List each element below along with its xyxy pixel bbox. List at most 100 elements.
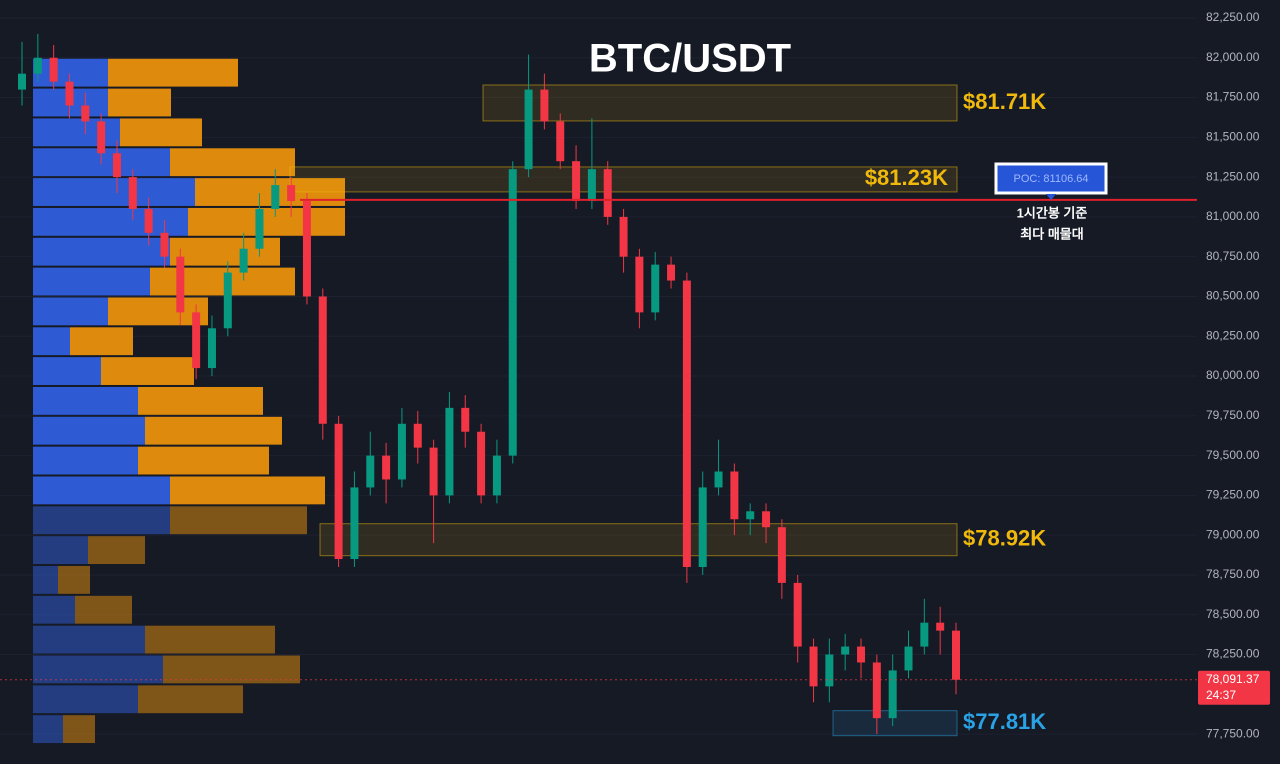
candle-body bbox=[477, 431, 486, 496]
price-zone bbox=[319, 523, 958, 557]
candle-body bbox=[287, 185, 296, 201]
candle-body bbox=[682, 280, 691, 567]
candle-body bbox=[160, 232, 169, 257]
profile-buy bbox=[33, 536, 88, 565]
zone-label: $77.81K bbox=[963, 709, 1046, 734]
y-tick-label: 80,750.00 bbox=[1206, 249, 1260, 263]
candle-body bbox=[397, 423, 406, 480]
candle-body bbox=[461, 407, 470, 432]
candle-body bbox=[952, 630, 960, 680]
y-tick-label: 82,000.00 bbox=[1206, 50, 1260, 64]
profile-sell bbox=[138, 446, 269, 475]
candle-body bbox=[350, 487, 359, 560]
y-tick-label: 79,500.00 bbox=[1206, 448, 1260, 462]
profile-buy bbox=[33, 386, 138, 415]
candle-body bbox=[572, 161, 581, 201]
candle-body bbox=[18, 73, 26, 90]
profile-buy bbox=[33, 715, 63, 744]
profile-buy bbox=[33, 625, 145, 654]
profile-buy bbox=[33, 595, 75, 624]
zone-label: $81.71K bbox=[963, 89, 1046, 114]
candle-body bbox=[809, 646, 818, 687]
candle-body bbox=[492, 455, 501, 496]
profile-sell bbox=[150, 267, 295, 296]
candle-body bbox=[587, 169, 596, 201]
candle-body bbox=[33, 57, 42, 74]
candle-body bbox=[698, 487, 707, 567]
candle-body bbox=[762, 511, 771, 528]
candle-body bbox=[556, 121, 565, 162]
candle-body bbox=[239, 248, 248, 273]
profile-sell bbox=[108, 297, 208, 326]
y-tick-label: 79,000.00 bbox=[1206, 527, 1260, 541]
candle-body bbox=[192, 312, 201, 369]
candle-body bbox=[872, 662, 881, 719]
poc-note: 최다 매물대 bbox=[1020, 226, 1083, 241]
y-tick-label: 81,250.00 bbox=[1206, 169, 1260, 183]
profile-sell bbox=[58, 566, 90, 594]
candle-body bbox=[271, 185, 280, 209]
y-tick-label: 79,250.00 bbox=[1206, 488, 1260, 502]
candle-body bbox=[825, 654, 834, 687]
y-tick-label: 78,750.00 bbox=[1206, 567, 1260, 581]
candle-body bbox=[97, 121, 106, 154]
profile-sell bbox=[170, 148, 295, 177]
profile-buy bbox=[33, 178, 195, 206]
profile-buy bbox=[33, 267, 150, 296]
profile-buy bbox=[33, 297, 108, 326]
candle-body bbox=[730, 471, 739, 520]
candle-body bbox=[777, 527, 786, 583]
profile-sell bbox=[75, 595, 132, 624]
candle-body bbox=[144, 208, 153, 233]
candle-body bbox=[366, 455, 375, 488]
candle-body bbox=[793, 582, 802, 647]
candle-body bbox=[841, 646, 850, 655]
profile-sell bbox=[63, 715, 95, 744]
zone-label: $81.23K bbox=[865, 165, 948, 190]
candle-body bbox=[112, 153, 121, 178]
profile-sell bbox=[101, 357, 194, 385]
profile-sell bbox=[70, 327, 133, 356]
candle-body bbox=[746, 511, 755, 520]
y-tick-label: 82,250.00 bbox=[1206, 10, 1260, 24]
y-tick-label: 79,750.00 bbox=[1206, 408, 1260, 422]
candle-body bbox=[667, 264, 676, 281]
poc-box bbox=[994, 162, 1108, 195]
y-tick-label: 81,750.00 bbox=[1206, 90, 1260, 104]
candle-body bbox=[619, 216, 628, 257]
poc-label: POC: 81106.64 bbox=[1013, 173, 1088, 185]
poc-note: 1시간봉 기준 bbox=[1017, 205, 1088, 220]
profile-sell bbox=[170, 237, 280, 266]
candle-body bbox=[651, 264, 660, 313]
price-zone bbox=[482, 84, 958, 122]
candle-body bbox=[255, 208, 264, 249]
y-tick-label: 78,250.00 bbox=[1206, 647, 1260, 661]
candle-body bbox=[128, 177, 137, 209]
profile-sell bbox=[120, 118, 202, 147]
profile-buy bbox=[33, 207, 188, 236]
candle-body bbox=[445, 407, 454, 496]
candle-body bbox=[540, 89, 549, 122]
profile-sell bbox=[138, 386, 263, 415]
candle-body bbox=[49, 57, 58, 82]
profile-buy bbox=[33, 506, 170, 535]
zone-label: $78.92K bbox=[963, 526, 1046, 551]
candle-body bbox=[429, 447, 438, 496]
candle-body bbox=[223, 272, 232, 329]
candle-body bbox=[318, 296, 327, 424]
y-tick-label: 81,000.00 bbox=[1206, 209, 1260, 223]
profile-sell bbox=[188, 207, 345, 236]
candle-body bbox=[302, 200, 311, 297]
candle-body bbox=[207, 328, 216, 369]
candle-body bbox=[176, 256, 185, 313]
candle-body bbox=[65, 81, 74, 106]
profile-sell bbox=[108, 58, 238, 87]
profile-sell bbox=[145, 416, 282, 445]
candle-body bbox=[81, 105, 90, 122]
y-tick-label: 80,500.00 bbox=[1206, 289, 1260, 303]
profile-sell bbox=[163, 655, 300, 684]
chart-title: BTC/USDT bbox=[589, 37, 791, 81]
poc-pointer bbox=[1046, 194, 1056, 200]
